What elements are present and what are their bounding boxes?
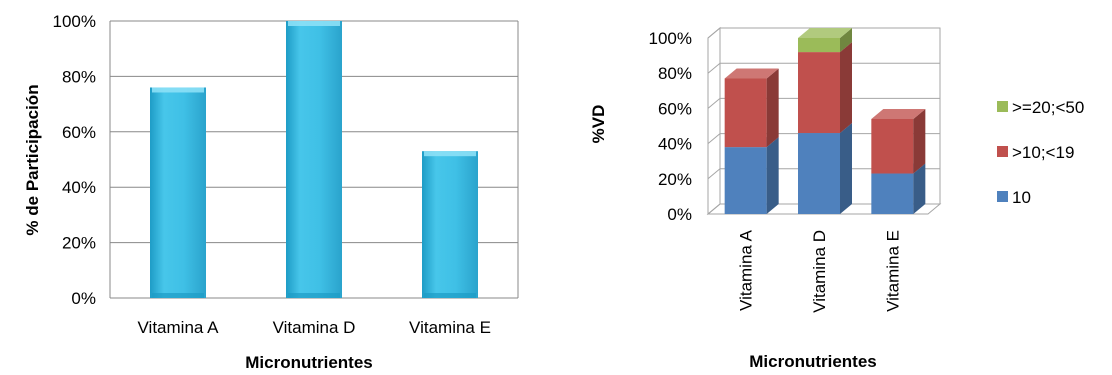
y-tick-label: 40% [658,135,692,154]
bar-segment [724,147,767,214]
bar-shadow [152,293,204,298]
gridline [707,97,940,109]
legend-item: >10;<19 [997,143,1074,162]
y-tick-label: 60% [62,123,96,142]
bar-segment-top [724,68,779,79]
x-tick-label: Vitamina D [273,318,356,337]
chart2-bars [724,28,926,214]
bar-highlight [288,21,340,26]
bar-highlight [424,151,476,157]
bar-shadow [424,293,476,298]
y-tick-label: 60% [658,99,692,118]
y-tick-label: 80% [658,64,692,83]
gridline [707,62,940,74]
chart1-y-axis-title: % de Participación [23,84,42,235]
bar-segment [798,38,840,53]
bar-highlight [152,87,204,93]
bar [422,151,478,298]
bar-segment-side [766,68,779,148]
bar-segment-side [913,108,926,174]
y-tick-label: 0% [667,205,692,224]
chart2-x-axis-title: Micronutrientes [749,352,877,371]
bar-segment-top [871,108,926,119]
y-tick-label: 0% [71,289,96,308]
gridline [707,203,940,215]
bar [286,21,342,298]
bar-segment-top [798,28,852,38]
bar-segment [798,133,840,214]
bar-segment-side [913,163,926,214]
legend-label: 10 [1012,188,1031,207]
chart2-y-axis-title: %VD [589,105,608,144]
legend-label: >10;<19 [1012,143,1074,162]
gridline [707,168,940,180]
side-wall [707,26,721,216]
chart1-bars [150,21,478,298]
bar-segment [724,78,767,148]
gridline [707,27,940,39]
legend-swatch [997,191,1008,202]
chart1-y-tick-labels: 0% 20% 40% 60% 80% 100% [53,12,96,308]
chart2-y-tick-labels: 0% 20% 40% 60% 80% 100% [649,29,692,224]
y-tick-label: 80% [62,67,96,86]
y-tick-label: 40% [62,178,96,197]
chart2-legend: >=20;<50 >10;<19 10 [997,98,1084,207]
legend-swatch [997,101,1008,112]
legend-item: >=20;<50 [997,98,1084,117]
bar-segment [871,118,914,174]
x-tick-label: Vitamina D [810,230,829,313]
chart2-x-tick-labels: Vitamina A Vitamina D Vitamina E [737,229,903,312]
bar-segment [871,173,914,214]
bar-segment-side [840,123,852,214]
bar-segment-side [766,137,779,214]
chart1-x-axis-title: Micronutrientes [245,353,373,372]
bar-segment-side [840,42,852,134]
x-tick-label: Vitamina E [409,318,491,337]
bar-segment [798,52,840,134]
x-tick-label: Vitamina A [737,229,756,311]
bar-segment-side [840,28,852,53]
legend-item: 10 [997,188,1031,207]
y-tick-label: 100% [649,29,692,48]
y-tick-label: 20% [658,170,692,189]
legend-swatch [997,146,1008,157]
x-tick-label: Vitamina A [138,318,220,337]
x-tick-label: Vitamina E [883,230,902,312]
bar [150,87,206,298]
y-tick-label: 100% [53,12,96,31]
legend-label: >=20;<50 [1012,98,1084,117]
bar-shadow [288,293,340,298]
gridline [707,133,940,144]
chart1-x-tick-labels: Vitamina A Vitamina D Vitamina E [138,318,491,337]
y-tick-label: 20% [62,234,96,253]
